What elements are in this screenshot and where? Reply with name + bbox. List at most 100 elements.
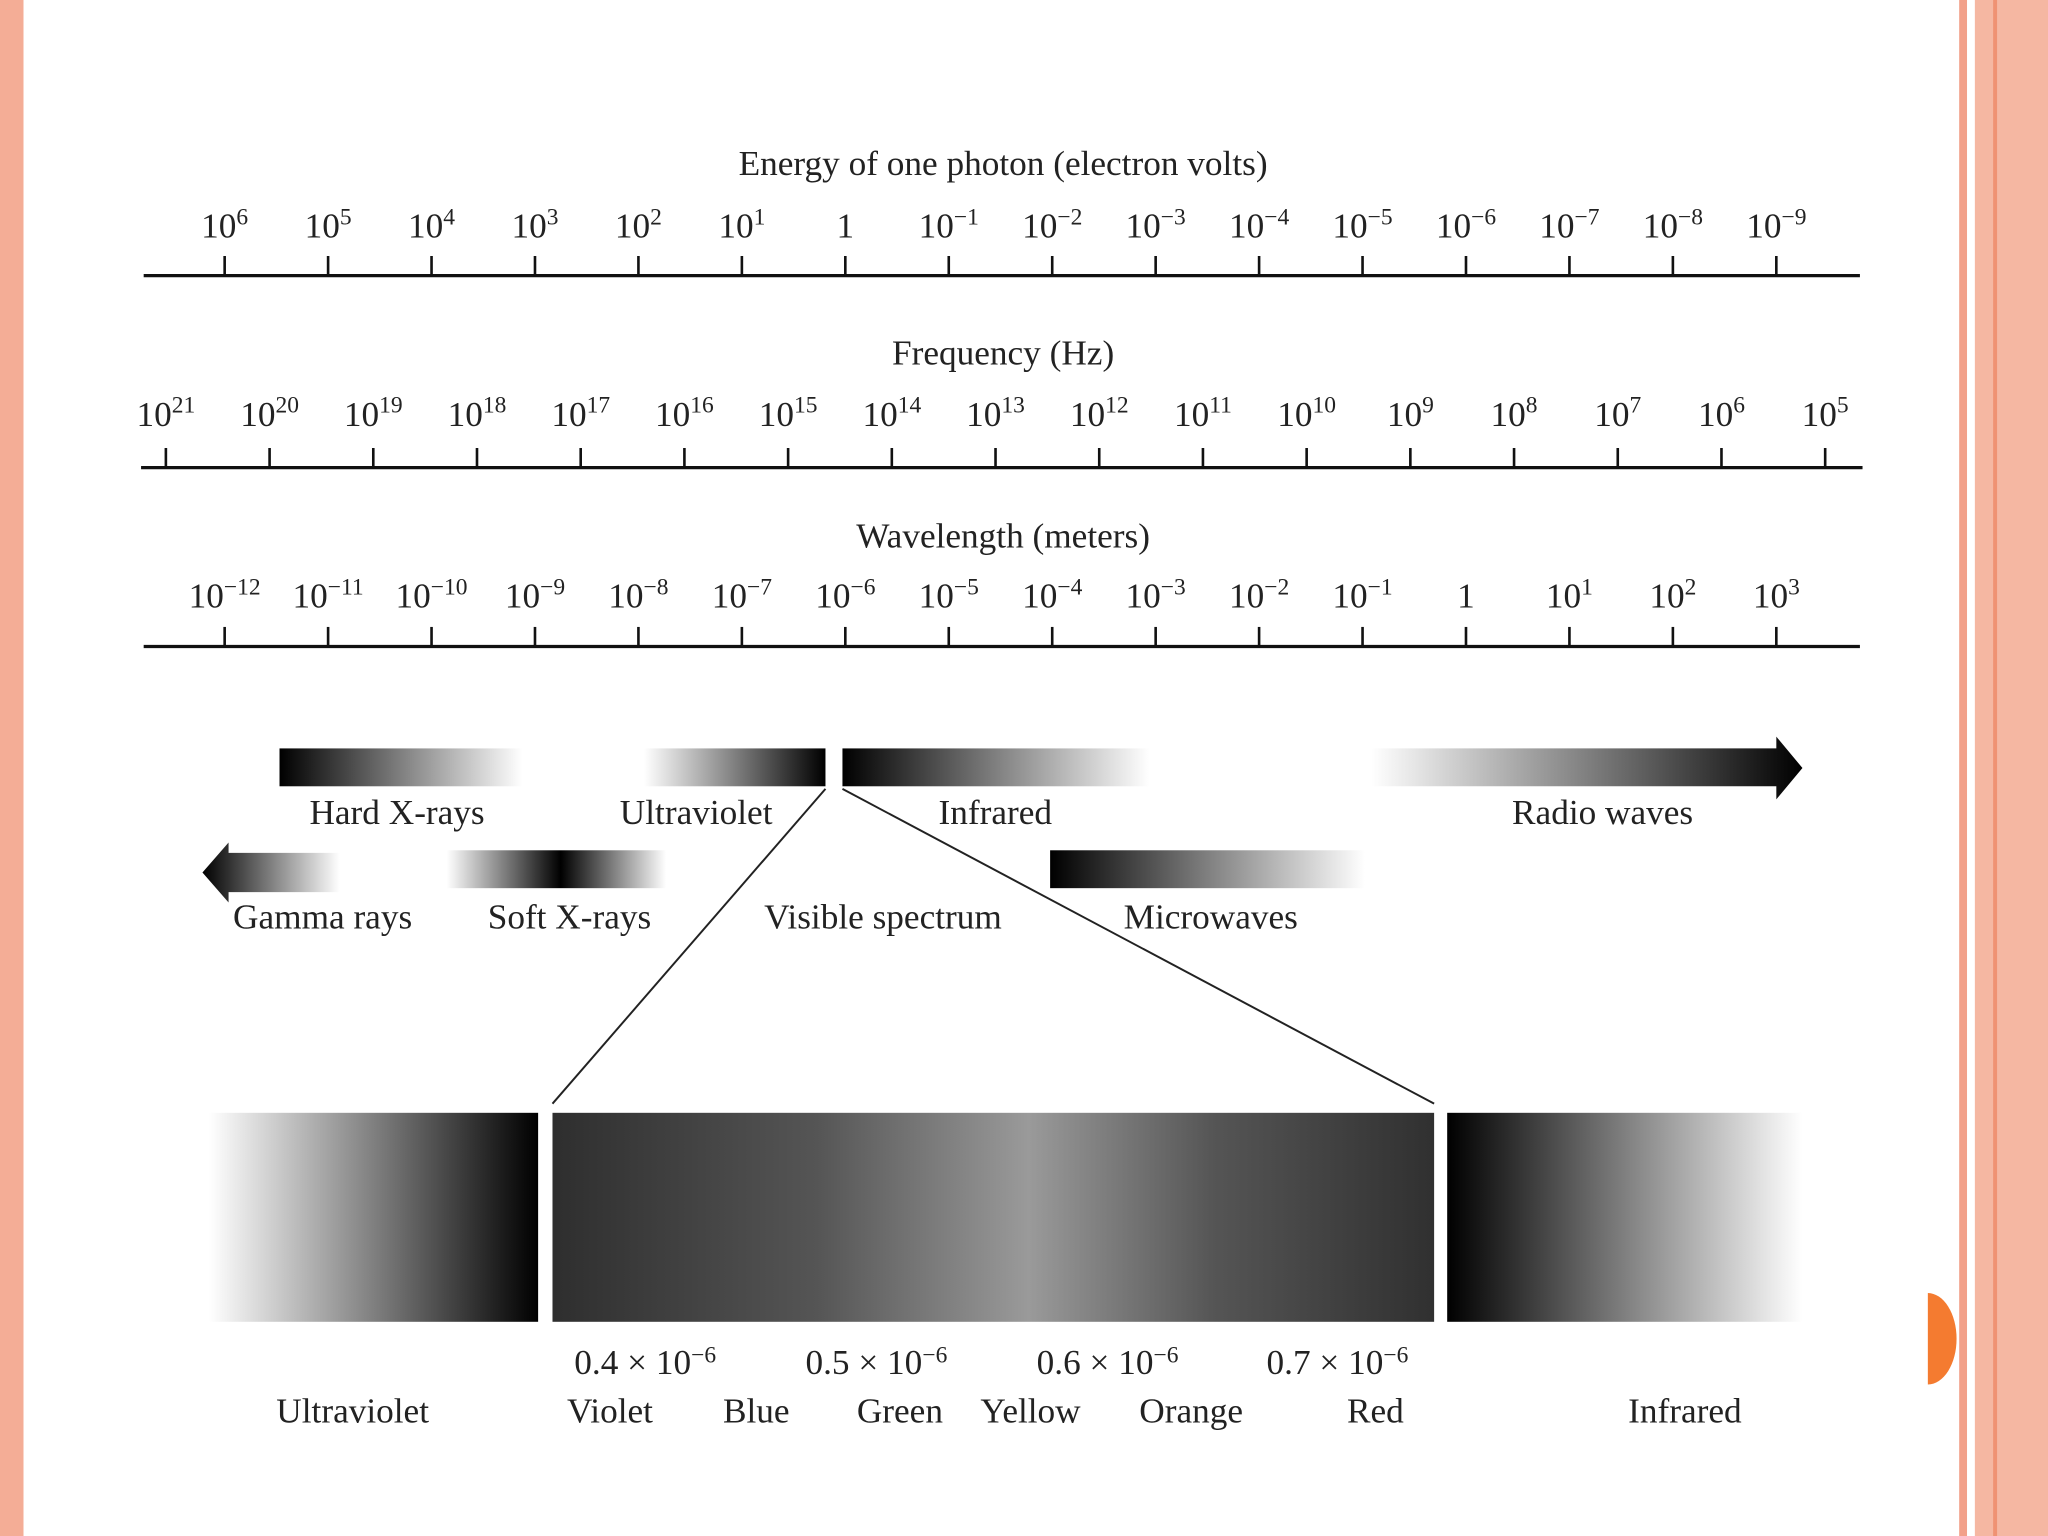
tick-label-base: 10: [1022, 576, 1057, 615]
tick-label-exp: 9: [1422, 393, 1434, 419]
tick-label-base: 10: [759, 395, 794, 434]
strip-label: Ultraviolet: [276, 1391, 429, 1430]
tick-label: 1016: [655, 393, 714, 434]
tick-label-exp: −5: [954, 574, 979, 600]
band-label: Microwaves: [1124, 898, 1298, 937]
tick-label-exp: −2: [1057, 205, 1082, 231]
tick-label-exp: −7: [747, 574, 772, 600]
tick-label-base: 10: [511, 207, 546, 246]
band-label: Soft X-rays: [488, 898, 652, 937]
band-label: Ultraviolet: [620, 793, 773, 832]
right-border: [1959, 0, 1968, 1536]
tick-label-base: 10: [1546, 576, 1581, 615]
tick-label-exp: −8: [644, 574, 669, 600]
tick-label-base: 10: [655, 395, 690, 434]
tick-label-base: 10: [1698, 395, 1733, 434]
color-label: Violet: [567, 1391, 653, 1430]
band-bar: [1050, 850, 1365, 889]
tick-label: 10−5: [919, 574, 979, 615]
band-label: Infrared: [939, 793, 1053, 832]
axis-title: Wavelength (meters): [856, 516, 1150, 555]
tick-label-exp: −2: [1264, 574, 1289, 600]
tick-label-exp: 5: [340, 205, 352, 231]
tick-label-base: 10: [1753, 576, 1788, 615]
tick-label-exp: 19: [379, 393, 403, 419]
tick-label-exp: −6: [850, 574, 875, 600]
color-label: Green: [857, 1391, 943, 1430]
tick-label-base: 10: [240, 395, 275, 434]
tick-label: 1015: [759, 393, 818, 434]
band-bar: [842, 748, 1150, 787]
tick-label-base: 10: [1387, 395, 1422, 434]
tick-label-base: 10: [1649, 576, 1684, 615]
tick-label-base: 10: [712, 576, 747, 615]
tick-label-exp: 4: [443, 205, 455, 231]
tick-label: 106: [1698, 393, 1745, 434]
tick-label-exp: −12: [224, 574, 261, 600]
tick-label: 10−1: [1332, 574, 1392, 615]
tick-label-base: 10: [1070, 395, 1105, 434]
tick-label-base: 10: [1491, 395, 1526, 434]
zoom-line: [551, 788, 827, 1105]
right-border: [1993, 0, 1998, 1536]
band-label: Visible spectrum: [764, 898, 1002, 937]
tick-label-base: 10: [551, 395, 586, 434]
tick-label-base: 10: [396, 576, 431, 615]
wavelength-label: 0.7 × 10−6: [1267, 1342, 1409, 1382]
tick-label: 10−2: [1022, 205, 1082, 246]
tick-label-exp: −7: [1575, 205, 1600, 231]
tick-label-base: 10: [1539, 207, 1574, 246]
color-label: Orange: [1139, 1391, 1243, 1430]
tick-label-base: 10: [1332, 207, 1367, 246]
tick-label: 102: [615, 205, 662, 246]
tick-label-exp: 2: [650, 205, 662, 231]
visible-strip: [552, 1112, 1435, 1322]
tick-label: 1021: [137, 393, 196, 434]
tick-label-base: 10: [1802, 395, 1837, 434]
tick-label: 10−7: [1539, 205, 1600, 246]
wavelength-label: 0.6 × 10−6: [1037, 1342, 1179, 1382]
tick-label-base: 10: [1594, 395, 1629, 434]
tick-label: 1010: [1277, 393, 1336, 434]
tick-label-exp: 7: [1630, 393, 1642, 419]
tick-label-base: 10: [505, 576, 540, 615]
tick-label: 107: [1594, 393, 1641, 434]
tick-label-exp: −3: [1161, 574, 1186, 600]
tick-label-base: 10: [1746, 207, 1781, 246]
band-label: Hard X-rays: [309, 793, 484, 832]
tick-label-base: 10: [1126, 207, 1161, 246]
tick-label-exp: 6: [236, 205, 248, 231]
tick-label: 103: [511, 205, 558, 246]
axis-title: Energy of one photon (electron volts): [739, 144, 1268, 183]
tick-label-exp: 8: [1526, 393, 1538, 419]
tick-label: 103: [1753, 574, 1800, 615]
tick-label: 101: [718, 205, 765, 246]
tick-label: 10−8: [1643, 205, 1703, 246]
tick-label-exp: 17: [587, 393, 611, 419]
tick-label-exp: −9: [1781, 205, 1806, 231]
tick-label-exp: 14: [898, 393, 922, 419]
tick-label: 105: [305, 205, 352, 246]
tick-label: 10−6: [1436, 205, 1497, 246]
tick-label-base: 10: [919, 576, 954, 615]
tick-label: 10−10: [396, 574, 468, 615]
tick-label: 1018: [448, 393, 507, 434]
band-label: Radio waves: [1512, 793, 1693, 832]
tick-label: 1019: [344, 393, 403, 434]
right-border: [1974, 0, 2048, 1536]
tick-label-exp: −5: [1368, 205, 1393, 231]
tick-label: 10−6: [815, 574, 876, 615]
tick-label-base: 10: [815, 576, 850, 615]
tick-label-exp: 18: [483, 393, 507, 419]
tick-label: 10−7: [712, 574, 773, 615]
tick-label-base: 10: [1229, 207, 1264, 246]
tick-label-exp: 1: [1581, 574, 1593, 600]
tick-label-base: 10: [718, 207, 753, 246]
tick-label-base: 10: [1126, 576, 1161, 615]
wavelength-label: 0.5 × 10−6: [805, 1342, 947, 1382]
axis-title: Frequency (Hz): [892, 333, 1114, 372]
band-arrow: [1371, 736, 1803, 800]
tick-label: 10−9: [1746, 205, 1806, 246]
tick-label-exp: 13: [1001, 393, 1025, 419]
orange-tab: [1927, 1293, 1957, 1385]
